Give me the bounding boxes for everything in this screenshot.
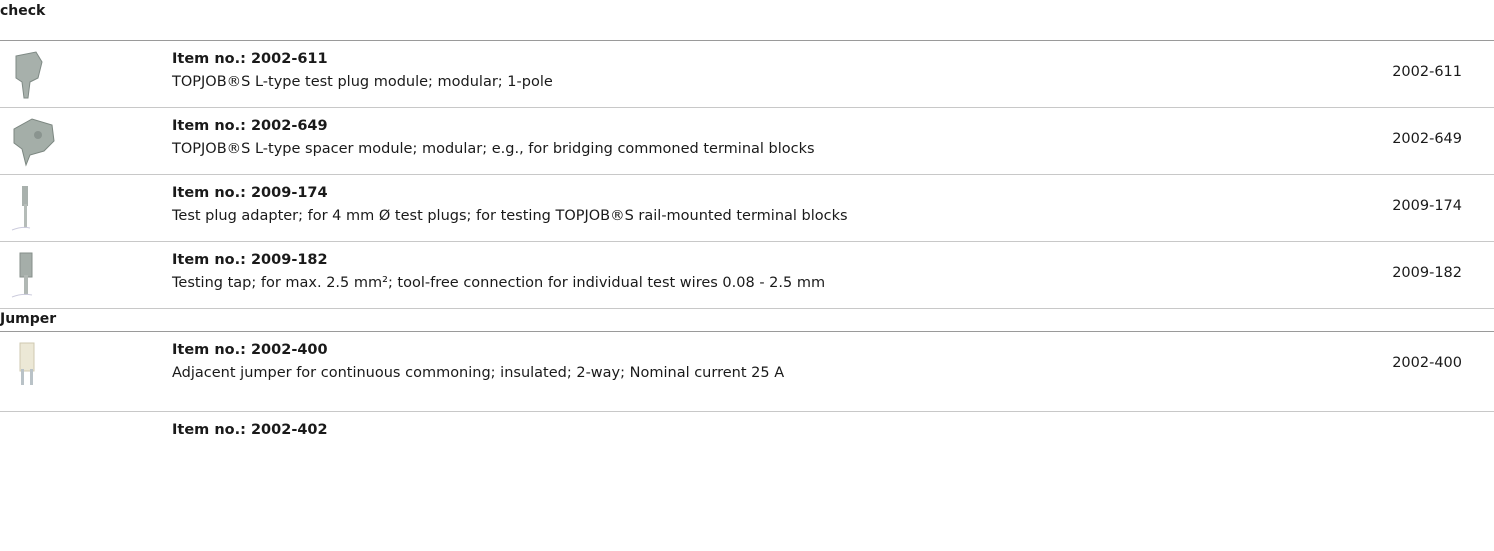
item-number[interactable]: Item no.: 2002-400 (172, 342, 328, 358)
divider (0, 308, 1494, 309)
item-number[interactable]: Item no.: 2002-649 (172, 118, 328, 134)
divider (0, 241, 1494, 242)
divider (0, 107, 1494, 108)
item-description: Test plug adapter; for 4 mm Ø test plugs… (172, 208, 848, 224)
divider (0, 411, 1494, 412)
product-image (15, 51, 43, 99)
item-code: 2009-174 (1392, 198, 1462, 214)
product-image (13, 118, 55, 167)
divider (0, 40, 1494, 41)
item-description: Testing tap; for max. 2.5 mm²; tool-free… (172, 275, 826, 291)
item-code: 2009-182 (1392, 265, 1462, 281)
item-number[interactable]: Item no.: 2002-611 (172, 51, 328, 67)
product-image (11, 186, 31, 231)
product-image (11, 252, 33, 298)
divider (0, 331, 1494, 332)
item-code: 2002-611 (1392, 64, 1462, 80)
item-number[interactable]: Item no.: 2009-182 (172, 252, 328, 268)
item-description: TOPJOB®S L-type spacer module; modular; … (172, 141, 815, 157)
product-image (19, 342, 35, 385)
item-code: 2002-400 (1392, 355, 1462, 371)
section-title: check (0, 3, 46, 19)
item-description: Adjacent jumper for continuous commoning… (172, 365, 785, 381)
item-number[interactable]: Item no.: 2009-174 (172, 185, 328, 201)
section-title: Jumper (0, 311, 57, 327)
item-description: TOPJOB®S L-type test plug module; modula… (172, 74, 553, 90)
item-number[interactable]: Item no.: 2002-402 (172, 422, 328, 438)
divider (0, 174, 1494, 175)
item-code: 2002-649 (1392, 131, 1462, 147)
